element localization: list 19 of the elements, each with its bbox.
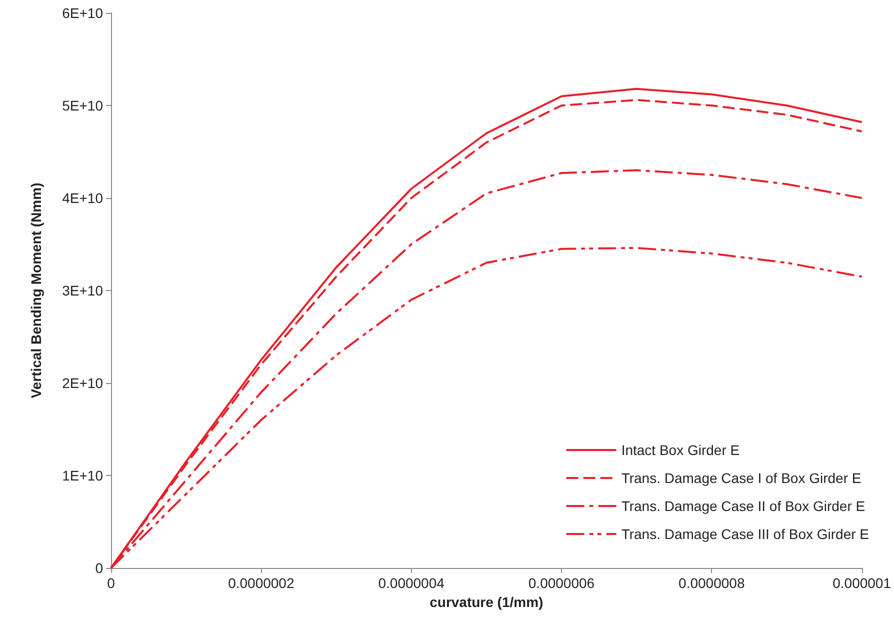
x-tick-label: 0.0000006 [528,575,595,591]
legend-label: Trans. Damage Case I of Box Girder E [621,470,862,486]
legend-label: Trans. Damage Case III of Box Girder E [621,526,869,542]
y-tick-label: 1E+10 [62,468,104,484]
x-tick-label: 0.0000002 [228,575,294,591]
y-axis-title: Vertical Bending Moment (Nmm) [28,182,44,398]
y-tick-label: 5E+10 [62,98,104,114]
x-tick-label: 0 [107,575,116,591]
legend-label: Intact Box Girder E [621,442,740,458]
x-tick-label: 0.000001 [832,575,892,591]
x-tick-label: 0.0000004 [378,575,445,591]
x-tick-label: 0.0000008 [678,575,745,591]
y-tick-label: 3E+10 [62,282,104,298]
y-tick-label: 2E+10 [62,375,104,391]
x-axis-title: curvature (1/mm) [430,594,544,610]
y-tick-label: 4E+10 [62,190,104,206]
y-tick-label: 6E+10 [62,5,104,21]
legend-label: Trans. Damage Case II of Box Girder E [621,498,866,514]
y-tick-label: 0 [95,560,104,576]
